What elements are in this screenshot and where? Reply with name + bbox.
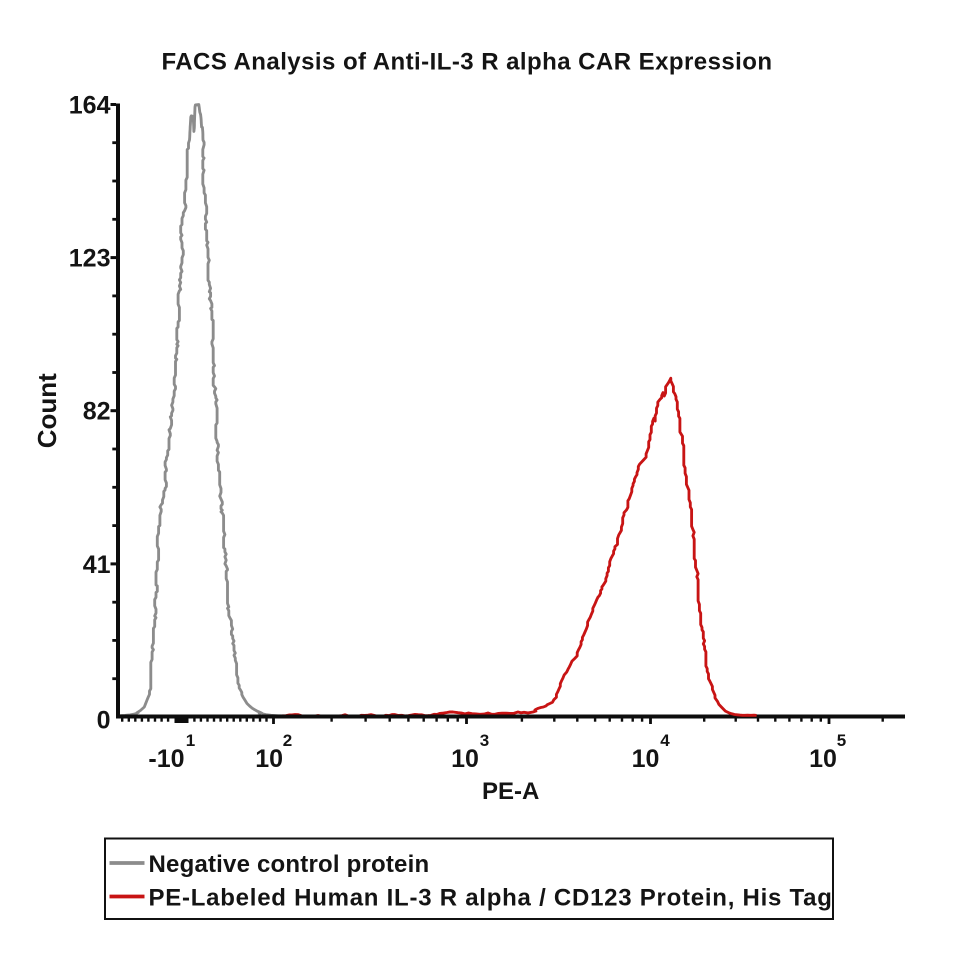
svg-text:1: 1 <box>186 731 195 750</box>
svg-text:-10: -10 <box>148 745 184 773</box>
svg-text:2: 2 <box>283 731 292 750</box>
svg-text:123: 123 <box>69 245 111 273</box>
svg-text:10: 10 <box>632 745 660 773</box>
svg-text:164: 164 <box>69 92 111 120</box>
svg-text:0: 0 <box>97 707 111 735</box>
svg-text:PE-A: PE-A <box>482 778 539 805</box>
svg-text:3: 3 <box>480 731 489 750</box>
svg-text:82: 82 <box>83 398 111 426</box>
svg-text:5: 5 <box>837 731 846 750</box>
svg-text:Negative control protein: Negative control protein <box>149 851 430 878</box>
svg-text:41: 41 <box>83 551 111 579</box>
svg-text:FACS Analysis of Anti-IL-3 R a: FACS Analysis of Anti-IL-3 R alpha CAR E… <box>161 49 772 76</box>
svg-text:Count: Count <box>32 373 62 448</box>
svg-text:10: 10 <box>809 745 837 773</box>
svg-text:10: 10 <box>451 745 479 773</box>
svg-text:4: 4 <box>660 731 670 750</box>
svg-text:10: 10 <box>255 745 283 773</box>
svg-text:PE-Labeled Human IL-3 R alpha: PE-Labeled Human IL-3 R alpha / CD123 Pr… <box>149 885 833 912</box>
